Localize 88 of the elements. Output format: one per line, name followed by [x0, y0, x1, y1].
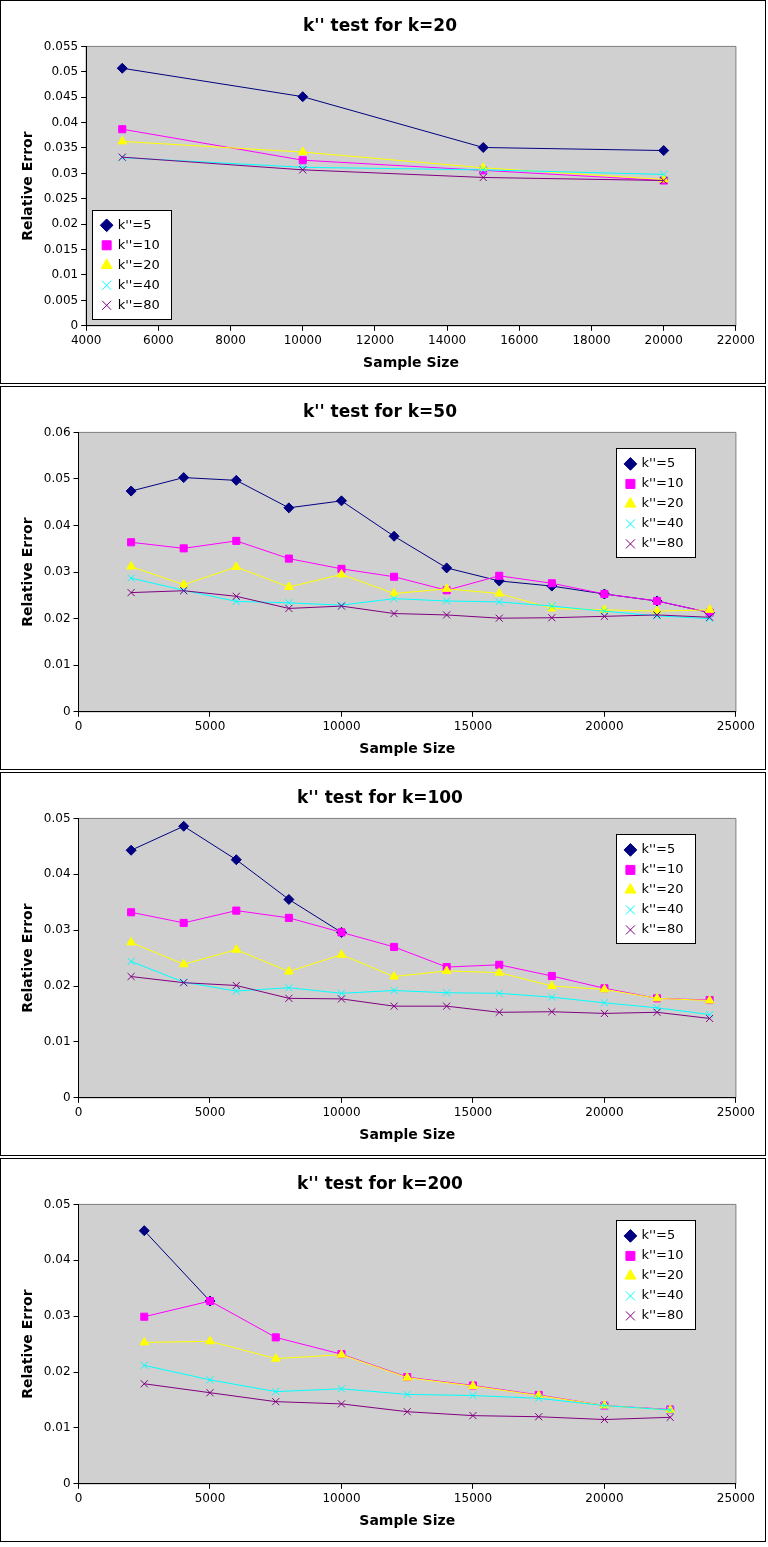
x-tick-label: 10000	[322, 1105, 361, 1120]
legend-label: k''=80	[641, 921, 684, 937]
y-tick-label: 0.03	[51, 165, 79, 180]
x-tick-label: 10000	[283, 333, 322, 348]
y-tick-label: 0.02	[43, 1364, 71, 1379]
legend-label: k''=10	[641, 861, 684, 877]
y-tick-label: 0.035	[43, 140, 79, 155]
y-tick-label: 0.06	[43, 424, 71, 439]
y-tick-label: 0	[62, 703, 71, 718]
y-tick-label: 0.005	[43, 292, 79, 307]
chart-title: k'' test for k=20	[302, 14, 458, 35]
y-axis-title: Relative Error	[19, 131, 36, 241]
y-tick-label: 0.03	[43, 922, 71, 937]
x-tick-label: 10000	[322, 719, 361, 734]
y-tick-label: 0.02	[43, 978, 71, 993]
x-tick-label: 5000	[194, 1105, 226, 1120]
x-axis-title: Sample Size	[359, 1512, 456, 1529]
legend-label: k''=5	[117, 216, 152, 232]
y-tick-label: 0.01	[43, 1420, 71, 1435]
x-tick-label: 20000	[585, 719, 624, 734]
x-tick-label: 25000	[716, 719, 756, 734]
y-tick-label: 0.02	[43, 610, 71, 625]
y-tick-label: 0.055	[43, 38, 79, 53]
y-tick-label: 0.03	[43, 1308, 71, 1323]
chart-title: k'' test for k=50	[302, 400, 458, 421]
x-axis-title: Sample Size	[359, 1126, 456, 1143]
legend-label: k''=80	[641, 1307, 684, 1323]
x-tick-label: 12000	[355, 333, 395, 348]
legend-label: k''=20	[117, 256, 160, 272]
x-tick-label: 15000	[453, 719, 493, 734]
chart-title: k'' test for k=200	[297, 1172, 464, 1193]
x-tick-label: 20000	[585, 1105, 624, 1120]
legend-label: k''=40	[641, 515, 684, 531]
legend-label: k''=20	[641, 1267, 684, 1283]
x-tick-label: 18000	[572, 333, 611, 348]
legend-label: k''=5	[641, 841, 676, 857]
x-tick-label: 5000	[194, 719, 226, 734]
legend-label: k''=20	[641, 881, 684, 897]
y-tick-label: 0.03	[43, 564, 71, 579]
x-tick-label: 20000	[585, 1491, 624, 1506]
x-tick-label: 16000	[500, 333, 539, 348]
y-tick-label: 0.04	[51, 114, 79, 129]
y-tick-label: 0.05	[43, 471, 71, 486]
legend-label: k''=10	[641, 475, 684, 491]
legend-label: k''=10	[641, 1247, 684, 1263]
x-tick-label: 4000	[70, 333, 102, 348]
x-tick-label: 8000	[215, 333, 246, 348]
y-tick-label: 0.01	[43, 1034, 71, 1049]
y-tick-label: 0.04	[43, 866, 71, 881]
x-tick-label: 25000	[716, 1491, 756, 1506]
y-tick-label: 0.05	[51, 63, 79, 78]
x-axis-title: Sample Size	[363, 354, 459, 371]
legend-label: k''=10	[117, 236, 160, 252]
y-tick-label: 0.025	[43, 190, 79, 205]
y-axis-title: Relative Error	[19, 517, 36, 627]
x-axis-title: Sample Size	[359, 740, 456, 757]
x-tick-label: 20000	[644, 333, 683, 348]
x-tick-label: 10000	[322, 1491, 361, 1506]
legend-label: k''=40	[641, 1287, 684, 1303]
x-tick-label: 5000	[194, 1491, 226, 1506]
legend-label: k''=40	[117, 276, 160, 292]
legend-label: k''=5	[641, 455, 676, 471]
chart-title: k'' test for k=100	[297, 786, 464, 807]
x-tick-label: 22000	[716, 333, 756, 348]
y-tick-label: 0.02	[51, 216, 79, 231]
y-tick-label: 0	[62, 1475, 71, 1490]
y-tick-label: 0	[70, 317, 79, 332]
legend-label: k''=80	[641, 535, 684, 551]
x-tick-label: 14000	[428, 333, 467, 348]
y-tick-label: 0.015	[43, 241, 79, 256]
x-tick-label: 15000	[453, 1491, 493, 1506]
y-tick-label: 0.05	[43, 1196, 71, 1211]
legend-label: k''=80	[117, 296, 160, 312]
x-tick-label: 25000	[716, 1105, 756, 1120]
y-tick-label: 0.04	[43, 517, 71, 532]
y-tick-label: 0	[62, 1089, 71, 1104]
legend-label: k''=40	[641, 901, 684, 917]
legend-label: k''=20	[641, 495, 684, 511]
y-tick-label: 0.05	[43, 810, 71, 825]
y-tick-label: 0.01	[43, 657, 71, 672]
y-axis-title: Relative Error	[19, 903, 36, 1013]
y-tick-label: 0.04	[43, 1252, 71, 1267]
x-tick-label: 6000	[143, 333, 174, 348]
legend-label: k''=5	[641, 1227, 676, 1243]
y-tick-label: 0.045	[43, 89, 79, 104]
y-axis-title: Relative Error	[19, 1289, 36, 1399]
x-tick-label: 15000	[453, 1105, 493, 1120]
y-tick-label: 0.01	[51, 267, 79, 282]
